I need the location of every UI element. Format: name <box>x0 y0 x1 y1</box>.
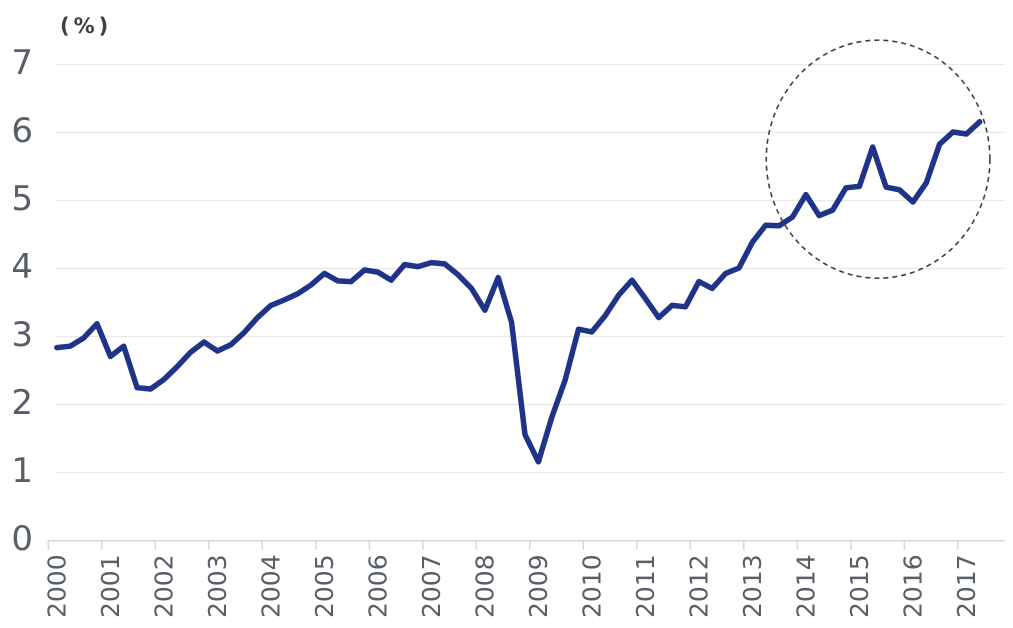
x-tick-label: 2002 <box>149 554 178 618</box>
y-axis-unit-label: (%) <box>60 14 113 38</box>
x-tick-label: 2008 <box>470 554 499 618</box>
x-tick-label: 2004 <box>256 554 285 618</box>
x-tick-label: 2014 <box>791 554 820 618</box>
annotation-circle <box>765 39 991 279</box>
x-tick-label: 2010 <box>577 554 606 618</box>
x-tick-label: 2009 <box>524 554 553 618</box>
y-tick-label: 6 <box>11 111 33 151</box>
x-tick-label: 2007 <box>417 554 446 618</box>
x-tick-label: 2013 <box>738 554 767 618</box>
y-tick-label: 5 <box>11 179 33 219</box>
x-tick-label: 2006 <box>363 554 392 618</box>
y-tick-label: 1 <box>11 451 33 491</box>
x-tick-label: 2016 <box>898 554 927 618</box>
x-tick-label: 2012 <box>684 554 713 618</box>
x-tick-label: 2003 <box>203 554 232 618</box>
y-tick-label: 7 <box>11 43 33 83</box>
series-line <box>54 119 983 465</box>
y-tick-label: 0 <box>11 519 33 559</box>
x-tick-label: 2001 <box>96 554 125 618</box>
y-tick-label: 4 <box>11 247 33 287</box>
x-tick-label: 2005 <box>310 554 339 618</box>
x-tick-label: 2017 <box>952 554 981 618</box>
y-tick-label: 2 <box>11 383 33 423</box>
y-tick-label: 3 <box>11 315 33 355</box>
x-tick-label: 2015 <box>845 554 874 618</box>
x-tick-label: 2011 <box>631 554 660 618</box>
x-tick-label: 2000 <box>42 554 71 618</box>
